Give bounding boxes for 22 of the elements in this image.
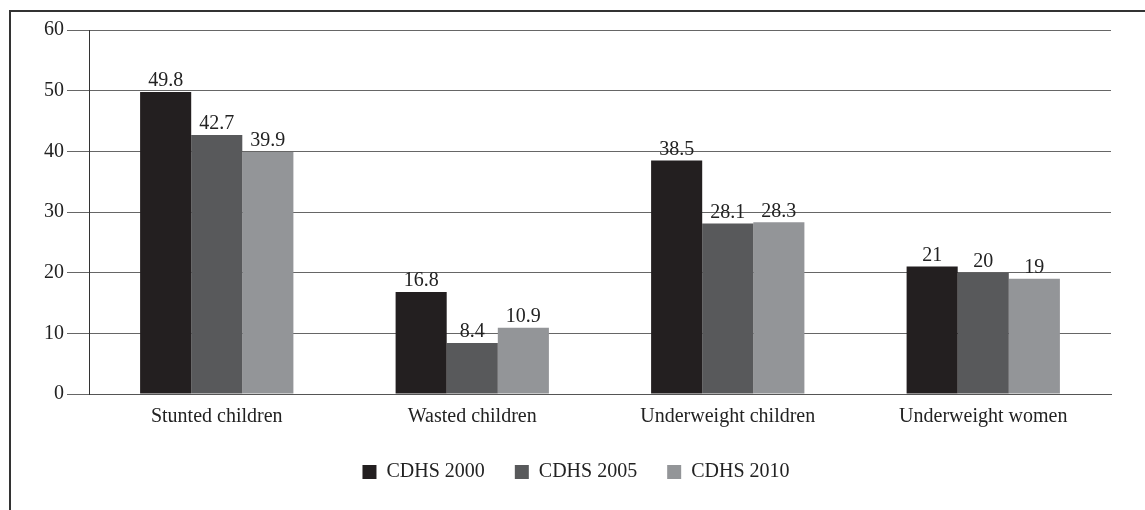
data-label: 21 [922, 242, 943, 265]
x-tick-label: Wasted children [407, 404, 537, 427]
y-tick-label: 30 [44, 199, 64, 222]
data-label: 49.8 [148, 68, 184, 91]
y-tick-label: 0 [54, 381, 64, 404]
data-label: 19 [1024, 254, 1045, 277]
data-label: 42.7 [199, 111, 235, 134]
legend-label: CDHS 2000 [386, 459, 485, 482]
y-tick-label: 20 [44, 259, 64, 282]
data-label: 16.8 [403, 268, 439, 291]
y-tick-label: 50 [44, 77, 64, 100]
data-label: 10.9 [505, 304, 541, 327]
data-label: 20 [973, 248, 994, 271]
data-label: 39.9 [250, 128, 286, 151]
x-tick-label: Underweight women [899, 404, 1068, 428]
legend-label: CDHS 2010 [691, 459, 790, 482]
y-tick-label: 60 [44, 17, 64, 40]
x-tick-label: Underweight children [640, 404, 816, 428]
y-tick-label: 40 [44, 138, 64, 161]
y-tick-label: 10 [44, 320, 64, 343]
x-tick-label: Stunted children [150, 404, 283, 427]
legend-label: CDHS 2005 [538, 459, 638, 482]
